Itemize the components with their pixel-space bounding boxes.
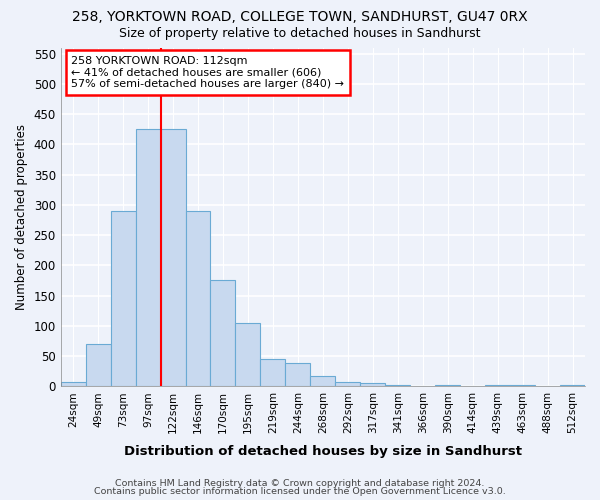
- Bar: [286, 364, 310, 386]
- Bar: [136, 129, 161, 386]
- Bar: [86, 344, 110, 387]
- X-axis label: Distribution of detached houses by size in Sandhurst: Distribution of detached houses by size …: [124, 444, 522, 458]
- Bar: [560, 384, 585, 386]
- Bar: [435, 384, 460, 386]
- Bar: [485, 384, 510, 386]
- Bar: [211, 280, 235, 386]
- Bar: [360, 384, 385, 386]
- Bar: [385, 384, 410, 386]
- Bar: [110, 211, 136, 386]
- Text: 258 YORKTOWN ROAD: 112sqm
← 41% of detached houses are smaller (606)
57% of semi: 258 YORKTOWN ROAD: 112sqm ← 41% of detac…: [71, 56, 344, 89]
- Bar: [510, 384, 535, 386]
- Bar: [61, 382, 86, 386]
- Text: Contains HM Land Registry data © Crown copyright and database right 2024.: Contains HM Land Registry data © Crown c…: [115, 478, 485, 488]
- Text: Contains public sector information licensed under the Open Government Licence v3: Contains public sector information licen…: [94, 487, 506, 496]
- Text: Size of property relative to detached houses in Sandhurst: Size of property relative to detached ho…: [119, 28, 481, 40]
- Y-axis label: Number of detached properties: Number of detached properties: [15, 124, 28, 310]
- Bar: [161, 129, 185, 386]
- Text: 258, YORKTOWN ROAD, COLLEGE TOWN, SANDHURST, GU47 0RX: 258, YORKTOWN ROAD, COLLEGE TOWN, SANDHU…: [72, 10, 528, 24]
- Bar: [260, 359, 286, 386]
- Bar: [235, 323, 260, 386]
- Bar: [335, 382, 360, 386]
- Bar: [310, 376, 335, 386]
- Bar: [185, 211, 211, 386]
